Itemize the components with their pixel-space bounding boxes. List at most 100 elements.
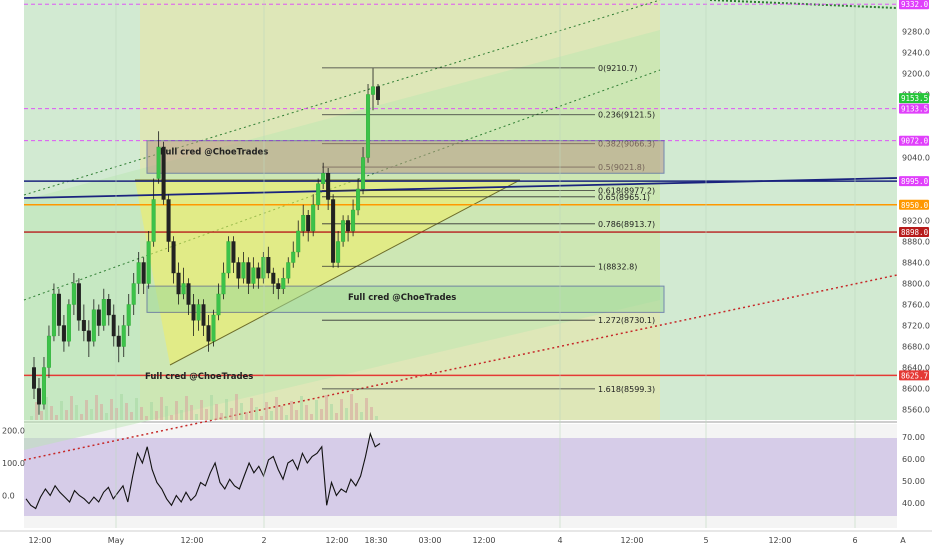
- volume-bar-60: [330, 404, 333, 420]
- price-badge-label-0: 9332.0: [901, 0, 929, 9]
- candle-body-41: [236, 262, 241, 279]
- candle-body-43: [246, 262, 251, 284]
- volume-bar-50: [280, 406, 283, 420]
- time-tick-3: 2: [261, 536, 266, 545]
- candle-body-59: [326, 173, 331, 200]
- volume-bar-6: [60, 401, 63, 420]
- time-tick-5: 18:30: [364, 536, 387, 545]
- price-badge-label-1: 9153.5: [901, 94, 928, 103]
- triangle-pattern: [135, 180, 520, 365]
- volume-bar-33: [195, 414, 198, 420]
- volume-bar-43: [245, 412, 248, 420]
- volume-bar-22: [140, 407, 143, 420]
- candle-body-42: [241, 262, 246, 279]
- oscillator-line: [25, 431, 381, 510]
- time-tick-7: 12:00: [472, 536, 495, 545]
- volume-bar-9: [75, 405, 78, 420]
- volume-bar-54: [300, 396, 303, 420]
- price-badge-label-3: 9072.0: [901, 137, 929, 146]
- annotation-box-1: [146, 285, 665, 313]
- time-tick-13: A: [900, 536, 906, 545]
- volume-bar-0: [30, 416, 33, 420]
- price-badge-label-2: 9133.5: [901, 105, 928, 114]
- volume-bar-4: [50, 406, 53, 420]
- candle-body-7: [66, 304, 71, 342]
- osc-left-tick-1: 100.0: [2, 459, 25, 468]
- fib-label-4: 0.618(8977.2): [598, 186, 655, 195]
- volume-bar-63: [345, 408, 348, 420]
- candle-body-28: [171, 241, 176, 274]
- candle-body-40: [231, 241, 236, 263]
- fib-label-9: 1.618(8599.3): [598, 385, 655, 394]
- time-tick-1: May: [108, 536, 125, 545]
- annotation-box-0: [146, 140, 665, 174]
- volume-bar-37: [215, 404, 218, 420]
- osc-right-tick-1: 60.00: [902, 455, 925, 464]
- price-tick-10: 8720.0: [902, 322, 930, 331]
- candle-body-56: [311, 204, 316, 232]
- volume-bar-48: [270, 411, 273, 420]
- candle-body-23: [146, 241, 151, 284]
- candle-body-52: [291, 251, 296, 263]
- candle-body-55: [306, 215, 311, 232]
- osc-left-tick-2: 0.0: [2, 492, 15, 501]
- volume-bar-11: [85, 400, 88, 420]
- volume-bar-19: [125, 403, 128, 420]
- volume-bar-53: [295, 410, 298, 420]
- volume-bar-13: [95, 395, 98, 420]
- volume-bar-20: [130, 412, 133, 420]
- candle-body-22: [141, 262, 146, 284]
- candle-body-62: [341, 220, 346, 242]
- candle-body-20: [131, 283, 136, 305]
- candle-body-68: [371, 86, 376, 95]
- volume-bar-58: [320, 409, 323, 420]
- volume-bar-41: [235, 394, 238, 420]
- time-tick-9: 12:00: [620, 536, 643, 545]
- candle-body-25: [156, 146, 161, 179]
- candle-body-27: [166, 199, 171, 242]
- left-toolbar-strip: [0, 0, 24, 550]
- price-tick-4: 9040.0: [902, 154, 930, 163]
- candle-body-15: [106, 299, 111, 316]
- candle-body-44: [251, 267, 256, 284]
- candle-body-39: [226, 241, 231, 274]
- candle-body-54: [301, 215, 306, 232]
- price-badge-6: [899, 227, 929, 238]
- price-badge-1: [899, 93, 929, 104]
- price-badge-3: [899, 135, 929, 146]
- volume-bar-28: [170, 415, 173, 420]
- volume-bar-35: [205, 409, 208, 420]
- candle-body-29: [176, 272, 181, 295]
- candle-body-19: [126, 304, 131, 326]
- annotation-label-2: Full cred @ChoeTrades: [145, 372, 253, 382]
- candle-body-4: [51, 293, 56, 337]
- volume-bar-47: [265, 402, 268, 420]
- candle-body-1: [36, 388, 41, 405]
- candle-body-33: [196, 304, 201, 321]
- candle-body-65: [356, 188, 361, 211]
- candle-body-21: [136, 262, 141, 284]
- time-tick-4: 12:00: [325, 536, 348, 545]
- candle-body-50: [281, 278, 286, 289]
- volume-bar-31: [185, 396, 188, 420]
- price-tick-9: 8760.0: [902, 301, 930, 310]
- candle-body-11: [86, 330, 91, 342]
- volume-bar-25: [155, 411, 158, 420]
- price-badge-5: [899, 199, 929, 210]
- candle-body-3: [46, 335, 51, 368]
- fib-label-5: 0.65(8965.1): [598, 193, 650, 202]
- price-badge-2: [899, 103, 929, 114]
- volume-bar-57: [315, 400, 318, 420]
- volume-bar-29: [175, 401, 178, 420]
- price-tick-2: 9200.0: [902, 70, 930, 79]
- osc-right-tick-2: 50.00: [902, 477, 925, 486]
- time-tick-12: 6: [852, 536, 857, 545]
- candle-body-46: [261, 257, 266, 279]
- candle-body-57: [316, 183, 321, 205]
- volume-bar-8: [70, 396, 73, 420]
- candle-body-14: [101, 299, 106, 326]
- candle-body-5: [56, 293, 61, 326]
- trendline-blue: [23, 177, 898, 199]
